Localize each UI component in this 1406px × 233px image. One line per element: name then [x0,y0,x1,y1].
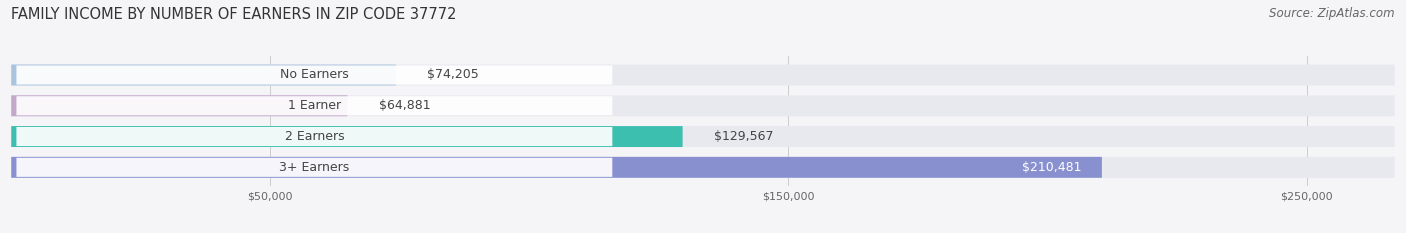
FancyBboxPatch shape [11,126,683,147]
Text: FAMILY INCOME BY NUMBER OF EARNERS IN ZIP CODE 37772: FAMILY INCOME BY NUMBER OF EARNERS IN ZI… [11,7,457,22]
FancyBboxPatch shape [17,96,613,115]
Text: No Earners: No Earners [280,69,349,82]
FancyBboxPatch shape [11,65,395,86]
Text: $64,881: $64,881 [378,99,430,112]
FancyBboxPatch shape [17,158,613,177]
Text: Source: ZipAtlas.com: Source: ZipAtlas.com [1270,7,1395,20]
FancyBboxPatch shape [11,65,1395,86]
FancyBboxPatch shape [11,157,1102,178]
Text: 2 Earners: 2 Earners [284,130,344,143]
FancyBboxPatch shape [11,95,347,116]
Text: $210,481: $210,481 [1022,161,1081,174]
Text: $74,205: $74,205 [427,69,478,82]
Text: 3+ Earners: 3+ Earners [280,161,350,174]
Text: 1 Earner: 1 Earner [288,99,340,112]
FancyBboxPatch shape [11,95,1395,116]
FancyBboxPatch shape [17,127,613,146]
FancyBboxPatch shape [11,157,1395,178]
FancyBboxPatch shape [17,65,613,85]
FancyBboxPatch shape [11,126,1395,147]
Text: $129,567: $129,567 [714,130,773,143]
